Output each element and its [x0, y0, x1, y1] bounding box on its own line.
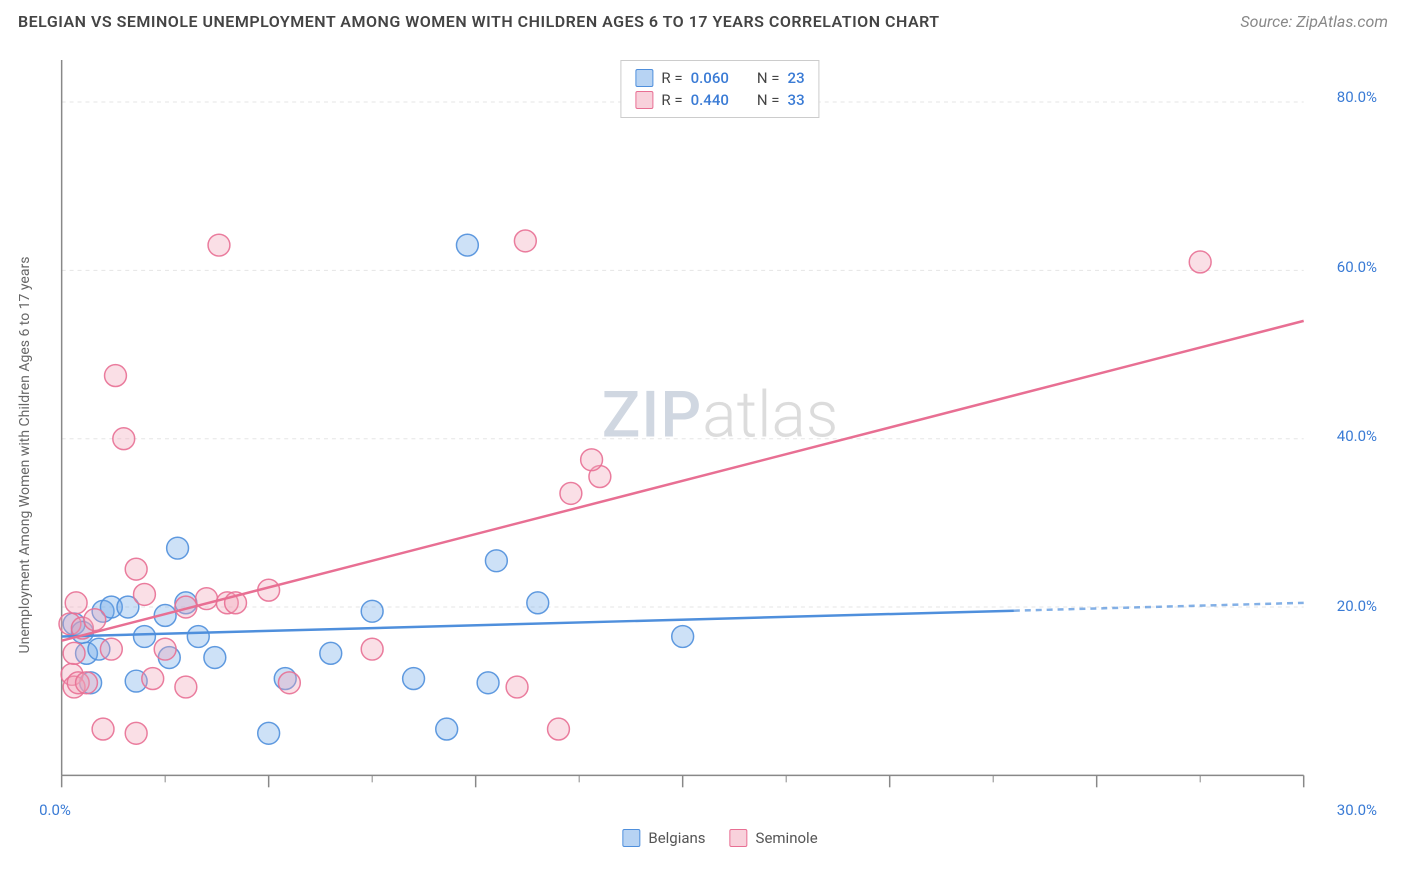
y-tick-label: 40.0% — [1337, 427, 1377, 445]
legend-n-label: N = — [757, 69, 780, 87]
legend-label-belgians: Belgians — [648, 829, 705, 847]
y-tick-label: 60.0% — [1337, 258, 1377, 276]
legend-n-value-belgians: 23 — [788, 69, 805, 87]
swatch-belgians-icon — [622, 829, 640, 847]
correlation-legend: R = 0.060 N = 23 R = 0.440 N = 33 — [620, 60, 819, 118]
legend-label-seminole: Seminole — [756, 829, 818, 847]
x-axis-max-label: 30.0% — [1337, 801, 1377, 819]
series-legend: Belgians Seminole — [622, 829, 817, 847]
legend-r-value-seminole: 0.440 — [691, 91, 729, 109]
legend-row-seminole: R = 0.440 N = 33 — [635, 89, 804, 111]
source-label: Source: — [1240, 12, 1296, 31]
legend-r-value-belgians: 0.060 — [691, 69, 729, 87]
chart-title: BELGIAN VS SEMINOLE UNEMPLOYMENT AMONG W… — [18, 12, 940, 31]
y-tick-label: 80.0% — [1337, 88, 1377, 106]
x-axis-min-label: 0.0% — [39, 801, 71, 819]
y-axis-title: Unemployment Among Women with Children A… — [17, 257, 33, 654]
legend-r-label: R = — [661, 69, 682, 87]
scatter-plot — [55, 55, 1365, 835]
legend-item-belgians: Belgians — [622, 829, 705, 847]
source-value: ZipAtlas.com — [1296, 12, 1388, 31]
legend-n-value-seminole: 33 — [788, 91, 805, 109]
y-tick-label: 20.0% — [1337, 597, 1377, 615]
swatch-seminole — [635, 91, 653, 109]
chart-container: Unemployment Among Women with Children A… — [55, 55, 1385, 855]
legend-r-label: R = — [661, 91, 682, 109]
source-attribution: Source: ZipAtlas.com — [1240, 12, 1388, 31]
legend-n-label: N = — [757, 91, 780, 109]
legend-row-belgians: R = 0.060 N = 23 — [635, 67, 804, 89]
swatch-seminole-icon — [730, 829, 748, 847]
swatch-belgians — [635, 69, 653, 87]
legend-item-seminole: Seminole — [730, 829, 818, 847]
